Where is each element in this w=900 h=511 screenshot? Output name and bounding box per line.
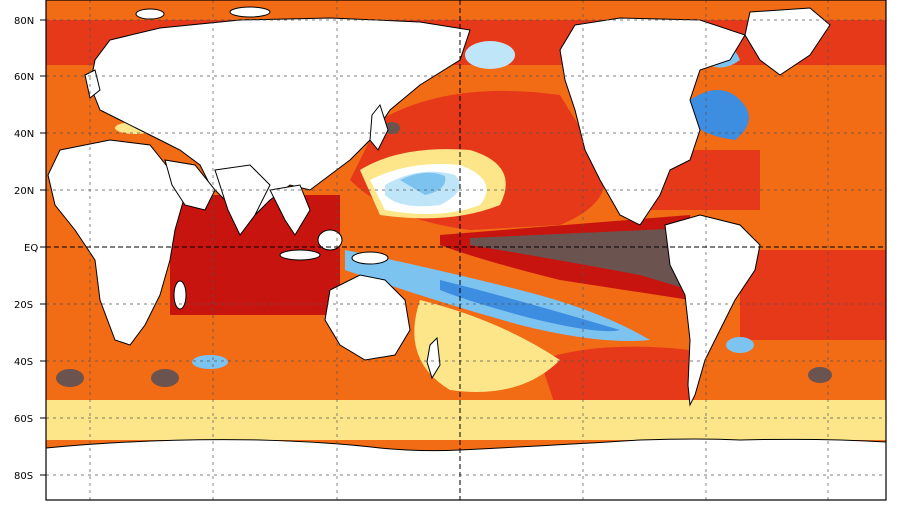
anomaly-field — [46, 0, 886, 500]
bering-cool — [465, 41, 515, 69]
south-america — [664, 214, 761, 407]
north-america — [559, 17, 746, 226]
north-atlantic-cool — [690, 90, 749, 140]
indian-south-cool — [192, 355, 228, 369]
lat-label-20n: 20N — [14, 186, 34, 197]
lat-label-80s: 80S — [14, 471, 33, 482]
africa — [47, 139, 186, 346]
south-pacific-cool-core — [440, 280, 620, 332]
graticule — [46, 0, 886, 500]
atlantic-south-cool — [726, 337, 754, 353]
lat-label-40n: 40N — [14, 129, 34, 140]
british-isles — [84, 69, 101, 99]
australia — [324, 274, 411, 361]
lat-label-20s: 20S — [14, 300, 33, 311]
north-pacific-cool-core — [400, 172, 446, 195]
lat-label-60n: 60N — [14, 72, 34, 83]
lat-label-60s: 60S — [14, 414, 33, 425]
lat-label-80n: 80N — [14, 16, 34, 27]
new-zealand — [426, 336, 441, 380]
southern-ocean-faint — [46, 400, 886, 440]
greenland — [744, 7, 831, 76]
borneo — [317, 229, 343, 251]
map-frame — [45, 0, 887, 501]
antarctica — [46, 438, 886, 500]
southeast-asia — [269, 184, 311, 236]
southern-ocean-hotspot-1 — [56, 369, 84, 387]
axis-ticks — [40, 19, 46, 476]
svalbard — [135, 8, 165, 20]
new-guinea — [351, 251, 389, 265]
japan — [369, 103, 389, 151]
lat-label-40s: 40S — [14, 357, 33, 368]
south-atlantic-warm — [740, 250, 886, 340]
el-nino-core — [470, 228, 690, 290]
novaya-zemlya — [229, 6, 271, 18]
arabia — [164, 159, 216, 211]
sumatra — [279, 249, 321, 261]
southern-ocean-hotspot-2 — [151, 369, 179, 387]
south-pacific-neutral — [414, 300, 560, 392]
southern-ocean-hotspot-3 — [808, 367, 832, 383]
india — [214, 164, 271, 236]
madagascar — [173, 280, 187, 310]
lat-label-eq: EQ — [24, 243, 38, 254]
latitude-labels: 80N 60N 40N 20N EQ 20S 40S 60S 80S — [14, 16, 38, 482]
eurasia — [89, 17, 471, 221]
